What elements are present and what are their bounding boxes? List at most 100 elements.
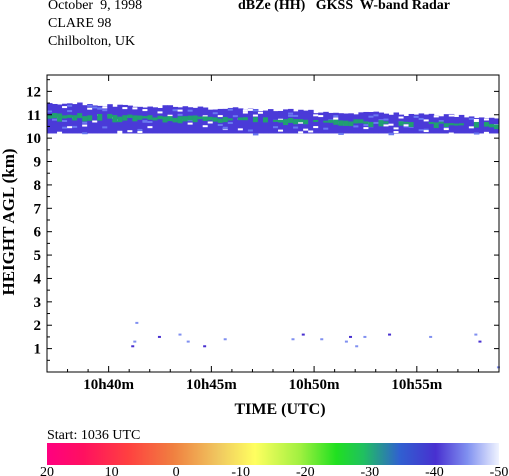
cloud-speckle bbox=[418, 117, 425, 120]
low-echo-point bbox=[186, 340, 190, 343]
cloud-speckle bbox=[142, 109, 148, 112]
colorbar-tick-label: -40 bbox=[425, 465, 444, 476]
cloud-speckle bbox=[393, 131, 400, 134]
cloud-core bbox=[438, 121, 445, 124]
cloud-core bbox=[343, 120, 349, 126]
cloud-core bbox=[62, 115, 68, 119]
cloud-speckle bbox=[403, 124, 410, 127]
cloud-core bbox=[187, 115, 194, 121]
cloud-core bbox=[383, 121, 390, 124]
cloud-speckle bbox=[313, 114, 319, 117]
cloud-column bbox=[438, 116, 445, 134]
cloud-core bbox=[207, 116, 214, 121]
cloud-core bbox=[172, 117, 179, 123]
y-tick-label: 1 bbox=[34, 342, 42, 358]
cloud-speckle bbox=[127, 130, 133, 133]
cloud-core bbox=[358, 119, 364, 124]
cloud-speckle bbox=[87, 104, 93, 107]
low-echo-point bbox=[388, 333, 392, 336]
cloud-speckle bbox=[217, 115, 224, 118]
cloud-core bbox=[252, 117, 259, 123]
low-echo-point bbox=[320, 338, 324, 341]
cloud-core bbox=[378, 120, 384, 127]
cloud-core bbox=[77, 113, 83, 119]
low-echo-point bbox=[178, 333, 182, 336]
cloud-column bbox=[308, 109, 314, 134]
cloud-speckle bbox=[247, 108, 254, 111]
cloud-column bbox=[323, 111, 329, 134]
y-tick-label: 4 bbox=[34, 271, 42, 287]
cloud-speckle bbox=[207, 121, 214, 124]
cloud-column bbox=[92, 105, 98, 134]
low-echo-point bbox=[133, 340, 137, 343]
cloud-core bbox=[323, 120, 329, 123]
x-tick-label: 10h55m bbox=[391, 377, 442, 393]
cloud-speckle bbox=[147, 120, 153, 123]
cloud-core bbox=[47, 115, 53, 119]
cloud-speckle bbox=[252, 114, 259, 117]
cloud-core bbox=[348, 121, 354, 127]
cloud-speckle bbox=[473, 118, 480, 121]
cloud-speckle bbox=[393, 127, 400, 130]
colorbar-tick-label: 0 bbox=[173, 465, 180, 476]
cloud-column bbox=[62, 103, 68, 134]
y-tick-label: 5 bbox=[34, 248, 42, 264]
cloud-core bbox=[453, 123, 460, 126]
cloud-speckle bbox=[468, 117, 475, 120]
cloud-core bbox=[458, 123, 465, 126]
cloud-core bbox=[72, 115, 78, 121]
cloud-core bbox=[428, 121, 435, 124]
cloud-core bbox=[398, 121, 405, 126]
cloud-core bbox=[298, 119, 304, 123]
cloud-core bbox=[433, 122, 440, 129]
colorbar-tick-label: -30 bbox=[361, 465, 380, 476]
cloud-speckle bbox=[473, 132, 480, 135]
cloud-column bbox=[318, 112, 324, 134]
cloud-core bbox=[493, 124, 500, 130]
cloud-core bbox=[97, 113, 103, 121]
cloud-speckle bbox=[72, 125, 78, 128]
low-echo-point bbox=[355, 345, 359, 348]
cloud-column bbox=[463, 117, 470, 134]
cloud-speckle bbox=[52, 118, 58, 121]
cloud-core bbox=[448, 123, 455, 126]
cloud-speckle bbox=[247, 129, 254, 132]
cloud-speckle bbox=[473, 120, 480, 123]
cloud-speckle bbox=[177, 113, 184, 116]
cloud-speckle bbox=[363, 124, 369, 127]
cloud-core bbox=[57, 113, 63, 122]
cloud-column bbox=[107, 104, 113, 134]
cloud-speckle bbox=[227, 121, 234, 124]
cloud-speckle bbox=[47, 110, 53, 113]
cloud-speckle bbox=[383, 124, 390, 127]
cloud-core bbox=[328, 119, 334, 123]
y-tick-label: 3 bbox=[34, 295, 42, 311]
low-echo-point bbox=[429, 335, 433, 338]
cloud-speckle bbox=[102, 106, 108, 109]
plot-area bbox=[47, 102, 500, 369]
cloud-column bbox=[237, 108, 244, 134]
cloud-speckle bbox=[313, 126, 319, 129]
cloud-speckle bbox=[438, 120, 445, 123]
cloud-speckle bbox=[298, 121, 304, 124]
cloud-speckle bbox=[363, 127, 369, 130]
cloud-core bbox=[52, 112, 58, 119]
cloud-core bbox=[293, 119, 299, 125]
chart-title: dBZe (HH) GKSS W-band Radar bbox=[238, 0, 450, 13]
cloud-speckle bbox=[237, 128, 244, 131]
cloud-speckle bbox=[67, 110, 73, 113]
cloud-speckle bbox=[333, 117, 339, 120]
cloud-column bbox=[468, 116, 475, 134]
cloud-column bbox=[273, 111, 279, 134]
cloud-speckle bbox=[423, 119, 430, 122]
cloud-speckle bbox=[353, 125, 359, 128]
low-echo-point bbox=[363, 335, 367, 338]
cloud-speckle bbox=[443, 127, 450, 130]
cloud-speckle bbox=[448, 114, 455, 117]
cloud-speckle bbox=[62, 119, 68, 122]
cloud-core bbox=[273, 119, 279, 122]
cloud-speckle bbox=[157, 111, 164, 114]
cloud-column bbox=[67, 103, 73, 134]
header-site: Chilbolton, UK bbox=[48, 34, 136, 49]
y-tick-label: 11 bbox=[27, 108, 41, 124]
